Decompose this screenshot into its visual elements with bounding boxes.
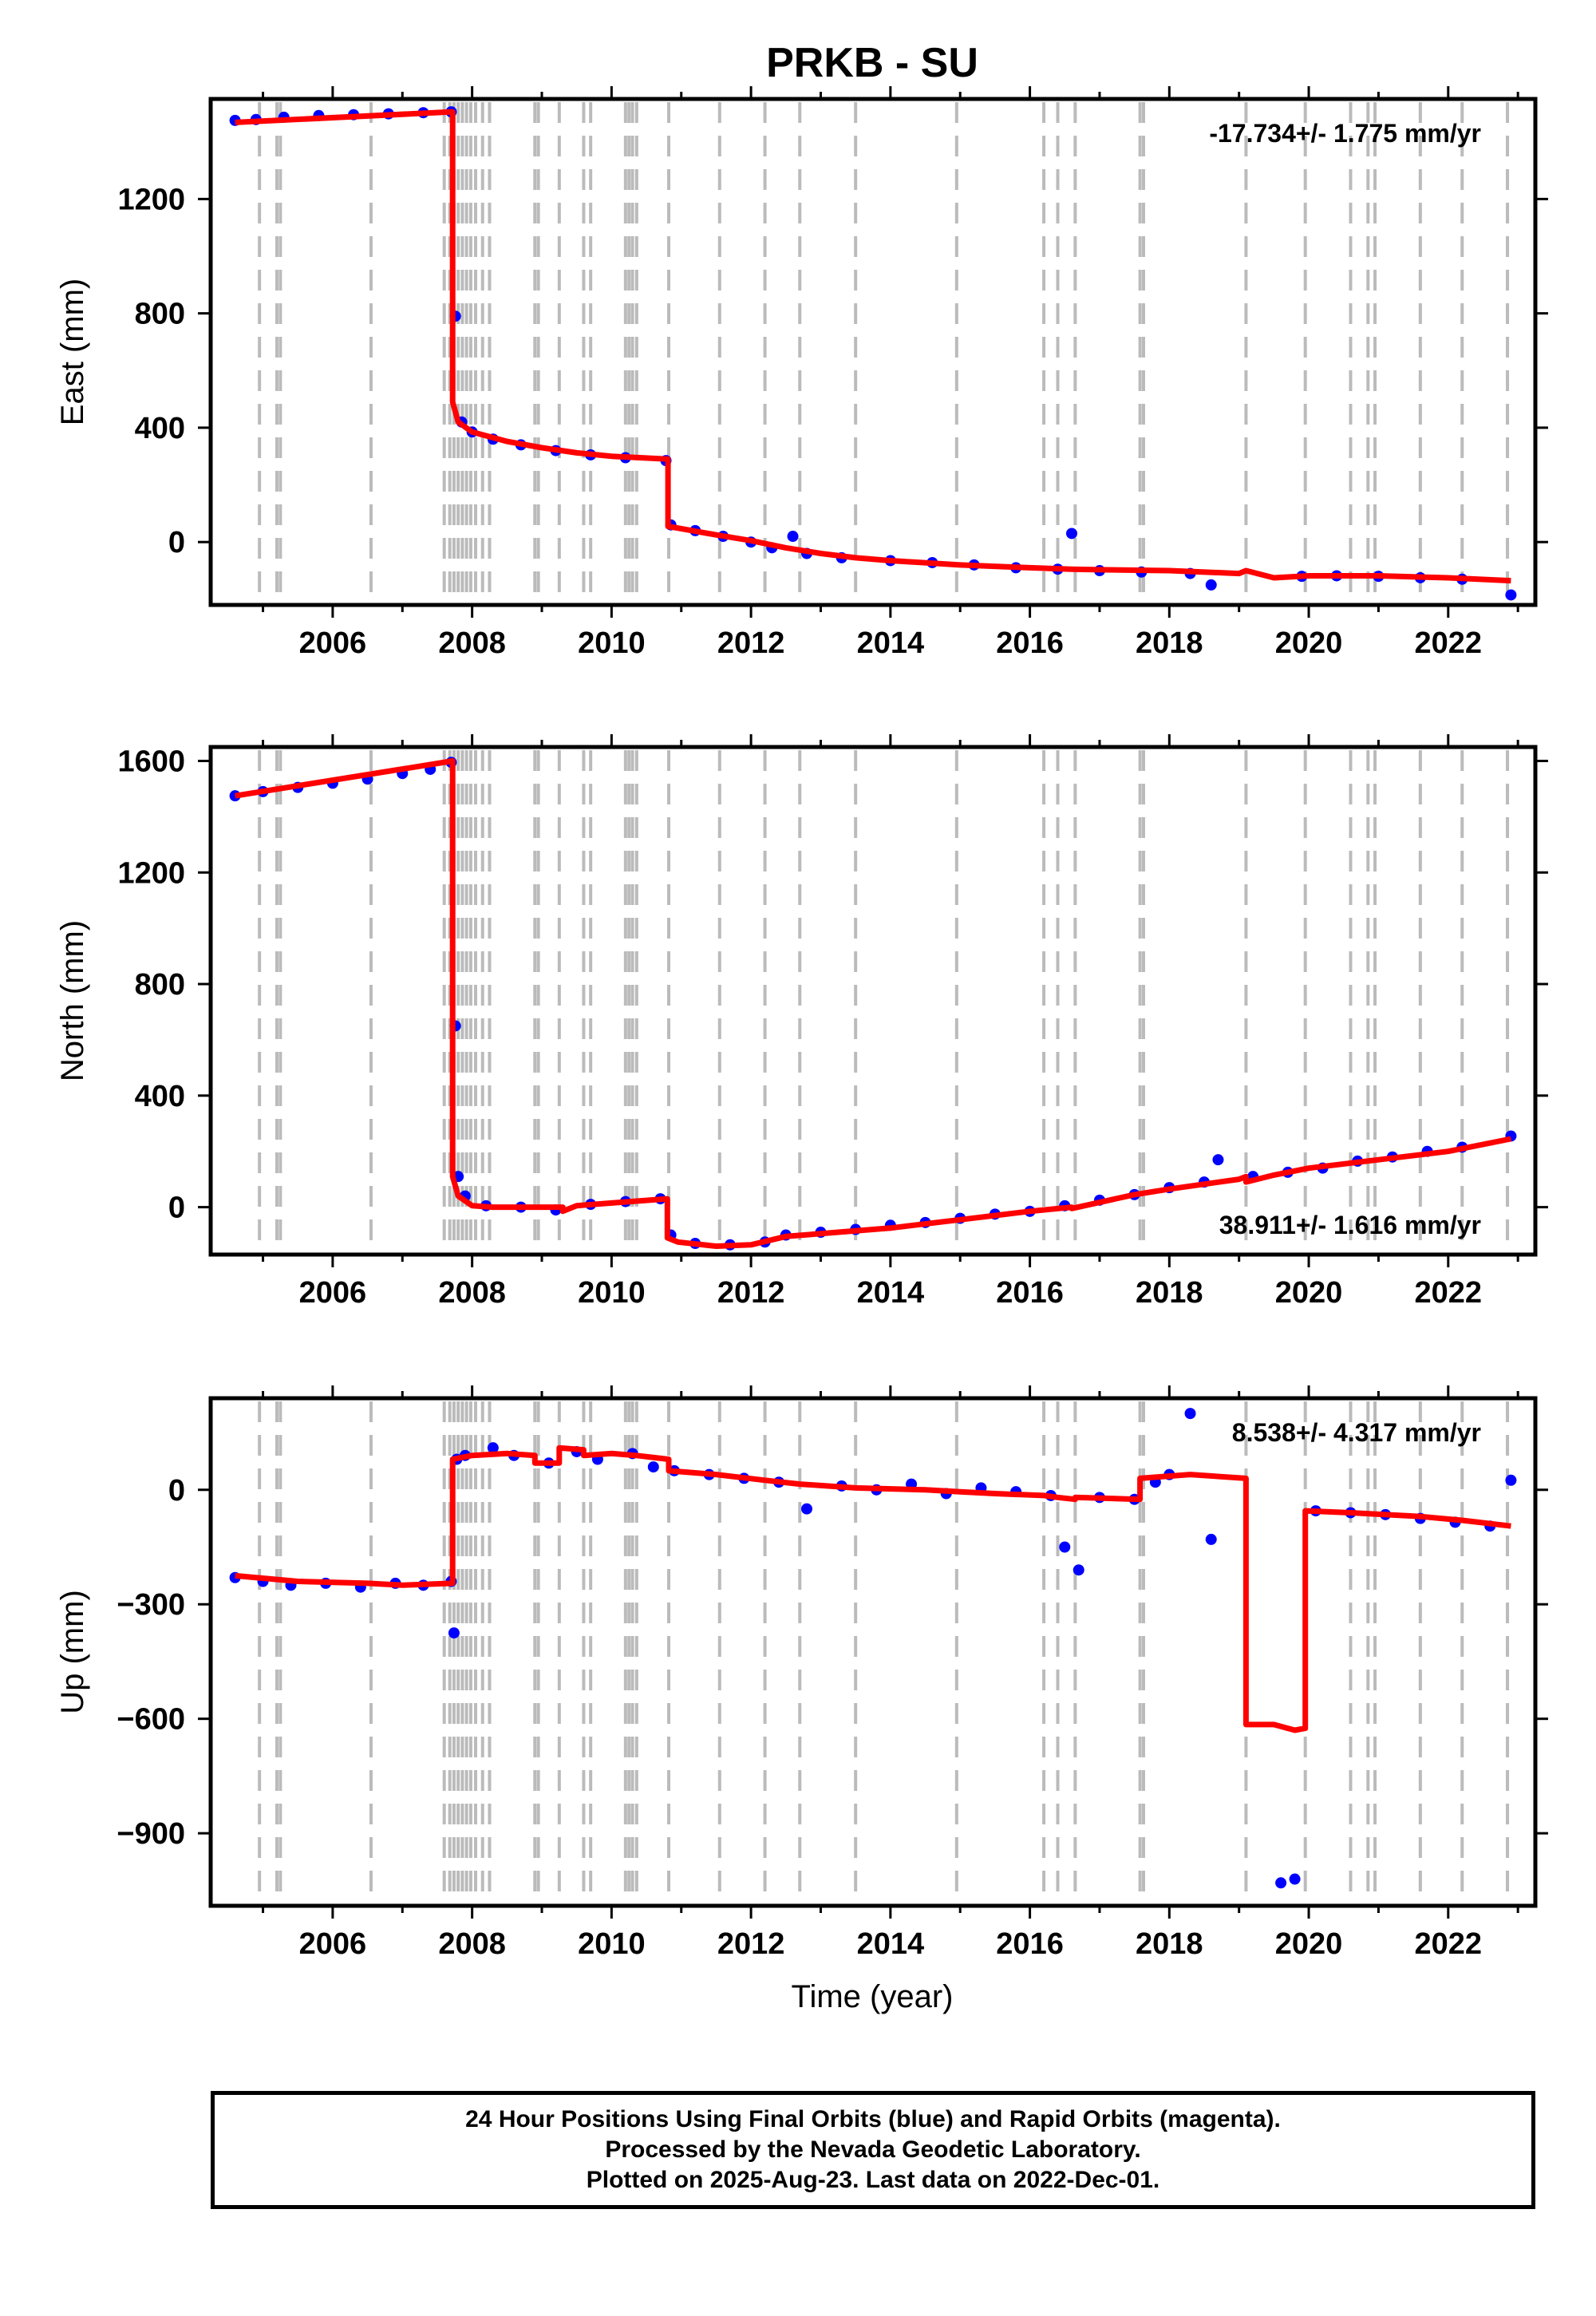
north-model-line <box>235 758 1512 1249</box>
up-xtick-label-2010: 2010 <box>578 1927 646 1961</box>
caption-line-processed-by: Processed by the Nevada Geodetic Laborat… <box>605 2136 1141 2163</box>
up-xtick-label-2006: 2006 <box>299 1927 367 1961</box>
east-xtick-label-2006: 2006 <box>299 626 367 660</box>
up-rate-label: 8.538+/- 4.317 mm/yr <box>1232 1418 1481 1447</box>
east-panel: 2006 2008 2010 2012 2014 2016 2018 2020 2022 0 400… <box>55 86 1548 660</box>
up-data-point-37 <box>1205 1533 1217 1545</box>
east-xtick-label-2016: 2016 <box>996 626 1064 660</box>
north-xtick-label-2018: 2018 <box>1136 1276 1203 1310</box>
north-plot-frame <box>208 745 1538 1257</box>
north-data-point-34 <box>1212 1154 1224 1166</box>
north-panel: 2006 2008 2010 2012 2014 2016 2018 2020 2022 0 400… <box>55 734 1548 1310</box>
north-xtick-label-2014: 2014 <box>857 1276 925 1310</box>
chart-title: PRKB - SU <box>766 40 978 86</box>
up-xtick-label-2016: 2016 <box>996 1927 1064 1961</box>
east-xtick-label-2022: 2022 <box>1415 626 1483 660</box>
x-axis-label: Time (year) <box>792 1979 954 2014</box>
caption-line-plotted-on: Plotted on 2025-Aug-23. Last data on 202… <box>586 2167 1160 2193</box>
north-xtick-label-2022: 2022 <box>1415 1276 1483 1310</box>
up-data-point-31 <box>1073 1564 1084 1576</box>
up-ytick-label--300: −300 <box>117 1588 185 1622</box>
east-xtick-label-2010: 2010 <box>578 626 646 660</box>
up-xtick-label-2018: 2018 <box>1136 1927 1203 1961</box>
up-data-point-11 <box>487 1442 499 1454</box>
processing-caption-box: 24 Hour Positions Using Final Orbits (bl… <box>211 2091 1535 2209</box>
east-plot-background <box>211 99 1535 605</box>
east-ytick-label-1200: 1200 <box>117 183 185 216</box>
east-data-point-30 <box>1066 528 1077 539</box>
up-panel: 2006 2008 2010 2012 2014 2016 2018 2020 2022 0 −30… <box>55 1385 1548 1961</box>
east-xtick-label-2008: 2008 <box>438 626 506 660</box>
east-xtick-label-2012: 2012 <box>717 626 785 660</box>
up-xtick-label-2008: 2008 <box>438 1927 506 1961</box>
up-ytick-label--900: −900 <box>117 1817 185 1851</box>
up-data-point-8 <box>448 1627 460 1639</box>
north-xtick-label-2006: 2006 <box>299 1276 367 1310</box>
up-data-point-17 <box>647 1461 659 1473</box>
up-xtick-label-2020: 2020 <box>1275 1927 1343 1961</box>
east-xtick-label-2014: 2014 <box>857 626 925 660</box>
east-data-point-40 <box>1505 589 1517 601</box>
east-data-point-34 <box>1205 579 1217 591</box>
north-ylabel: North (mm) <box>55 920 90 1081</box>
north-ytick-label-800: 800 <box>135 968 185 1002</box>
north-ytick-label-1600: 1600 <box>117 745 185 778</box>
up-xtick-label-2014: 2014 <box>857 1927 925 1961</box>
up-data-point-46 <box>1505 1474 1517 1486</box>
up-data-point-30 <box>1059 1541 1071 1553</box>
up-plot-background <box>211 1398 1535 1906</box>
up-data-point-22 <box>801 1503 812 1515</box>
north-plot-background <box>211 747 1535 1255</box>
north-ytick-label-400: 400 <box>135 1080 185 1113</box>
up-data-point-38 <box>1275 1877 1287 1889</box>
north-xtick-label-2020: 2020 <box>1275 1276 1343 1310</box>
east-xtick-label-2020: 2020 <box>1275 626 1343 660</box>
east-plot-frame <box>208 97 1538 607</box>
up-xtick-label-2012: 2012 <box>717 1927 785 1961</box>
north-ytick-label-1200: 1200 <box>117 856 185 890</box>
north-ytick-label-0: 0 <box>168 1192 185 1225</box>
east-ytick-label-800: 800 <box>135 298 185 331</box>
east-ytick-label-0: 0 <box>168 526 185 559</box>
east-rate-label: -17.734+/- 1.775 mm/yr <box>1209 119 1481 148</box>
caption-line-orbits: 24 Hour Positions Using Final Orbits (bl… <box>465 2106 1281 2132</box>
up-data-point-36 <box>1184 1408 1196 1420</box>
east-ytick-label-400: 400 <box>135 412 185 445</box>
east-xtick-label-2018: 2018 <box>1136 626 1203 660</box>
north-xtick-label-2008: 2008 <box>438 1276 506 1310</box>
north-xtick-label-2016: 2016 <box>996 1276 1064 1310</box>
up-ytick-label--600: −600 <box>117 1703 185 1737</box>
up-plot-frame <box>208 1396 1538 1908</box>
east-data-point-22 <box>787 531 799 543</box>
up-model-line <box>235 1445 1511 1733</box>
up-ytick-label-0: 0 <box>168 1474 185 1508</box>
up-xtick-label-2022: 2022 <box>1415 1927 1483 1961</box>
north-xtick-label-2012: 2012 <box>717 1276 785 1310</box>
up-data-point-39 <box>1289 1873 1301 1885</box>
up-ylabel: Up (mm) <box>55 1590 90 1714</box>
east-model-line <box>235 109 1511 584</box>
north-rate-label: 38.911+/- 1.616 mm/yr <box>1219 1211 1481 1239</box>
north-xtick-label-2010: 2010 <box>578 1276 646 1310</box>
east-ylabel: East (mm) <box>55 279 90 425</box>
